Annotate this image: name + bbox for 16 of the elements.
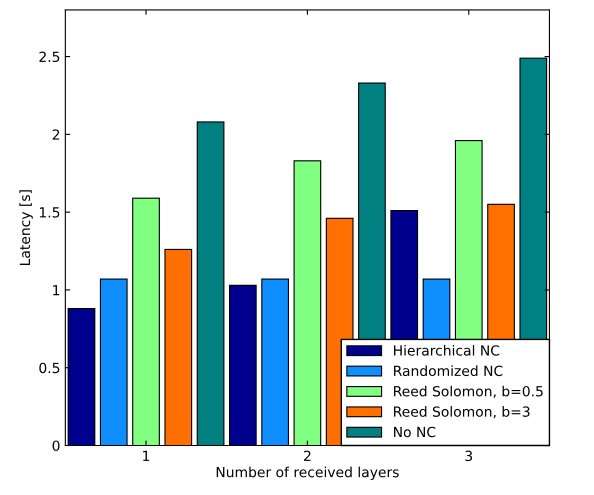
y-axis-title: Latency [s]: [19, 190, 33, 266]
legend-label: Reed Solomon, b=3: [394, 406, 530, 418]
legend-label: Reed Solomon, b=0.5: [394, 386, 543, 398]
legend-label: Randomized NC: [394, 365, 502, 376]
y-tick-label: 1: [53, 285, 60, 296]
y-tick-label: 2.5: [39, 52, 60, 62]
x-tick-label: 2: [304, 450, 310, 461]
legend-label: No NC: [394, 426, 436, 438]
x-tick-label: 3: [465, 450, 472, 462]
x-axis-title: Number of received layers: [216, 466, 399, 480]
y-tick-label: 0.5: [39, 362, 60, 374]
x-tick-label: 1: [143, 450, 150, 461]
y-tick-label: 1.5: [40, 207, 60, 218]
legend-label: Hierarchical NC: [394, 344, 500, 356]
y-tick-label: 2: [52, 129, 60, 140]
y-tick-label: 0: [52, 440, 60, 451]
